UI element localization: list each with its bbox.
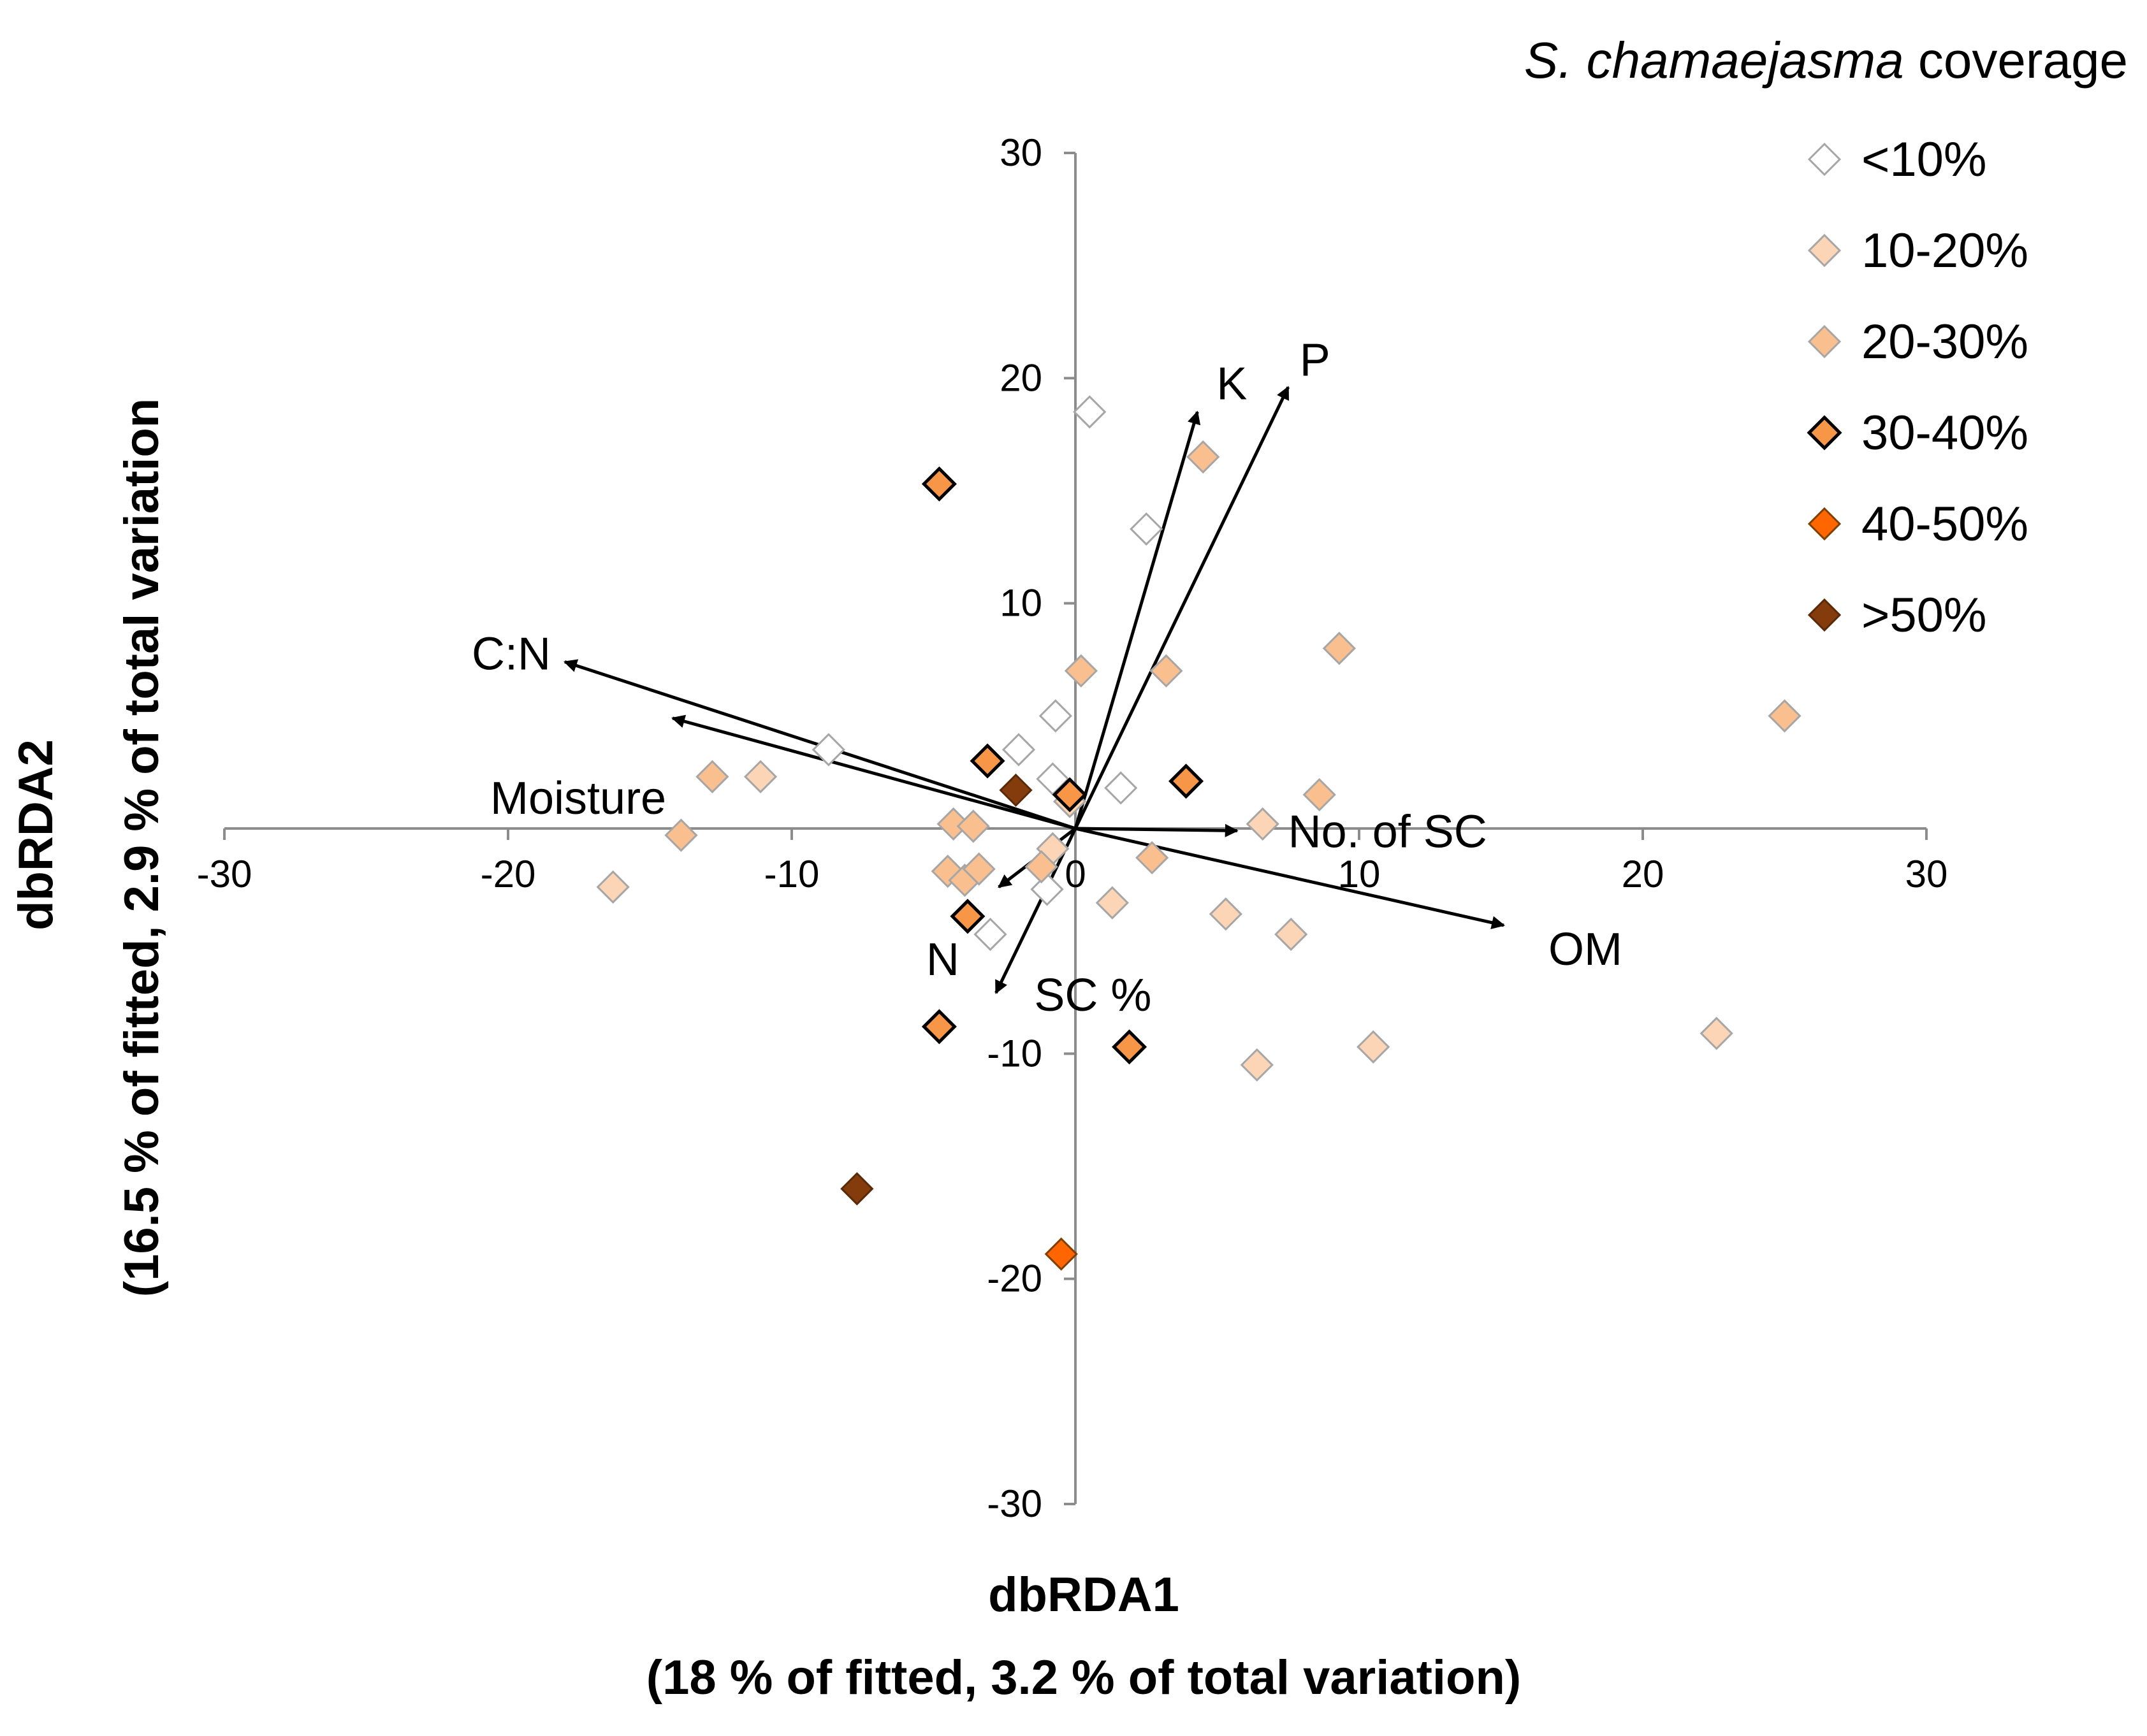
data-point <box>936 807 970 841</box>
vector-label: N <box>926 934 959 985</box>
data-point <box>1246 807 1279 841</box>
data-point <box>840 1172 874 1206</box>
data-point <box>921 1009 957 1045</box>
data-point <box>664 818 698 852</box>
x-tick-label: 30 <box>1905 853 1948 895</box>
legend-label: >50% <box>1861 588 1987 642</box>
vector-arrow <box>1075 823 1239 837</box>
vector-arrow <box>1074 410 1201 829</box>
y-tick-label: 10 <box>1000 582 1042 625</box>
data-point <box>1095 886 1129 920</box>
data-point <box>1209 897 1242 931</box>
legend: S. chamaejasma coverage <10% 10-20% 20-30%… <box>1524 32 2128 642</box>
data-point <box>1168 763 1204 799</box>
data-point <box>811 733 845 767</box>
data-point <box>1112 1029 1147 1065</box>
data-point <box>921 466 957 502</box>
data-point <box>999 773 1033 807</box>
y-axis-subtitle: (16.5 % of fitted, 2.9 % of total variat… <box>115 398 169 1297</box>
data-point <box>970 743 1005 779</box>
x-tick-label: -30 <box>197 853 252 895</box>
y-tick-label: 30 <box>1000 131 1042 174</box>
data-point <box>1186 440 1220 474</box>
data-point <box>973 917 1007 951</box>
data-point <box>956 809 990 843</box>
y-tick-label: -10 <box>987 1032 1042 1074</box>
legend-label: <10% <box>1861 133 1987 187</box>
legend-title: S. chamaejasma coverage <box>1524 32 2128 89</box>
data-point <box>1104 771 1138 805</box>
data-point <box>950 899 986 934</box>
legend-marker <box>1807 324 1842 359</box>
vector-label: No. of SC <box>1288 807 1487 858</box>
data-point <box>1149 654 1183 688</box>
vector-label: C:N <box>472 629 551 680</box>
data-point <box>1024 850 1058 884</box>
x-axis-title: dbRDA1 <box>988 1568 1179 1622</box>
x-tick-label: -10 <box>764 853 820 895</box>
sample-points <box>596 395 1801 1271</box>
x-tick-label: 20 <box>1622 853 1664 895</box>
legend-marker <box>1807 415 1842 451</box>
x-tick-label: -20 <box>481 853 536 895</box>
vector-arrow <box>671 714 1076 830</box>
data-point <box>1240 1048 1274 1082</box>
data-point <box>695 760 729 793</box>
data-point <box>1038 699 1072 733</box>
legend-label: 20-30% <box>1861 315 2028 369</box>
data-point <box>1073 395 1107 429</box>
data-point <box>1064 654 1098 688</box>
environmental-vectors: K P C:N Moisture No. of SC OM N SC % <box>472 335 1622 1020</box>
data-point <box>1768 699 1801 733</box>
legend-label: 10-20% <box>1861 224 2028 278</box>
legend-marker <box>1807 233 1842 268</box>
data-point <box>1322 632 1356 665</box>
vector-arrow <box>1075 827 1505 930</box>
x-axis-subtitle: (18 % of fitted, 3.2 % of total variatio… <box>646 1651 1521 1705</box>
legend-marker <box>1807 598 1842 632</box>
vector-label: SC % <box>1034 970 1151 1021</box>
y-tick-label: 20 <box>1000 356 1042 399</box>
x-tick-label: 0 <box>1065 853 1086 895</box>
y-tick-label: -20 <box>987 1257 1042 1300</box>
data-point <box>1274 917 1308 951</box>
data-point <box>1052 777 1088 813</box>
legend-marker <box>1807 507 1842 541</box>
data-point <box>743 760 778 793</box>
y-tick-label: -30 <box>987 1482 1042 1525</box>
data-point <box>1135 841 1169 875</box>
y-axis-title: dbRDA2 <box>9 739 63 930</box>
data-point <box>1699 1016 1733 1050</box>
data-point <box>1130 512 1163 546</box>
data-point <box>1001 733 1036 767</box>
data-point <box>962 852 996 886</box>
data-point <box>1030 872 1064 906</box>
vector-label: OM <box>1548 924 1622 975</box>
legend-label: 30-40% <box>1861 406 2028 460</box>
data-point <box>596 870 630 904</box>
vector-label: K <box>1216 358 1247 409</box>
data-point <box>1357 1030 1390 1064</box>
data-point <box>1302 778 1336 812</box>
legend-label: 40-50% <box>1861 497 2028 551</box>
legend-marker <box>1807 142 1842 177</box>
vector-label: P <box>1300 335 1330 386</box>
vector-arrow <box>1074 386 1290 830</box>
vector-label: Moisture <box>490 773 666 824</box>
data-point <box>1044 1237 1078 1271</box>
